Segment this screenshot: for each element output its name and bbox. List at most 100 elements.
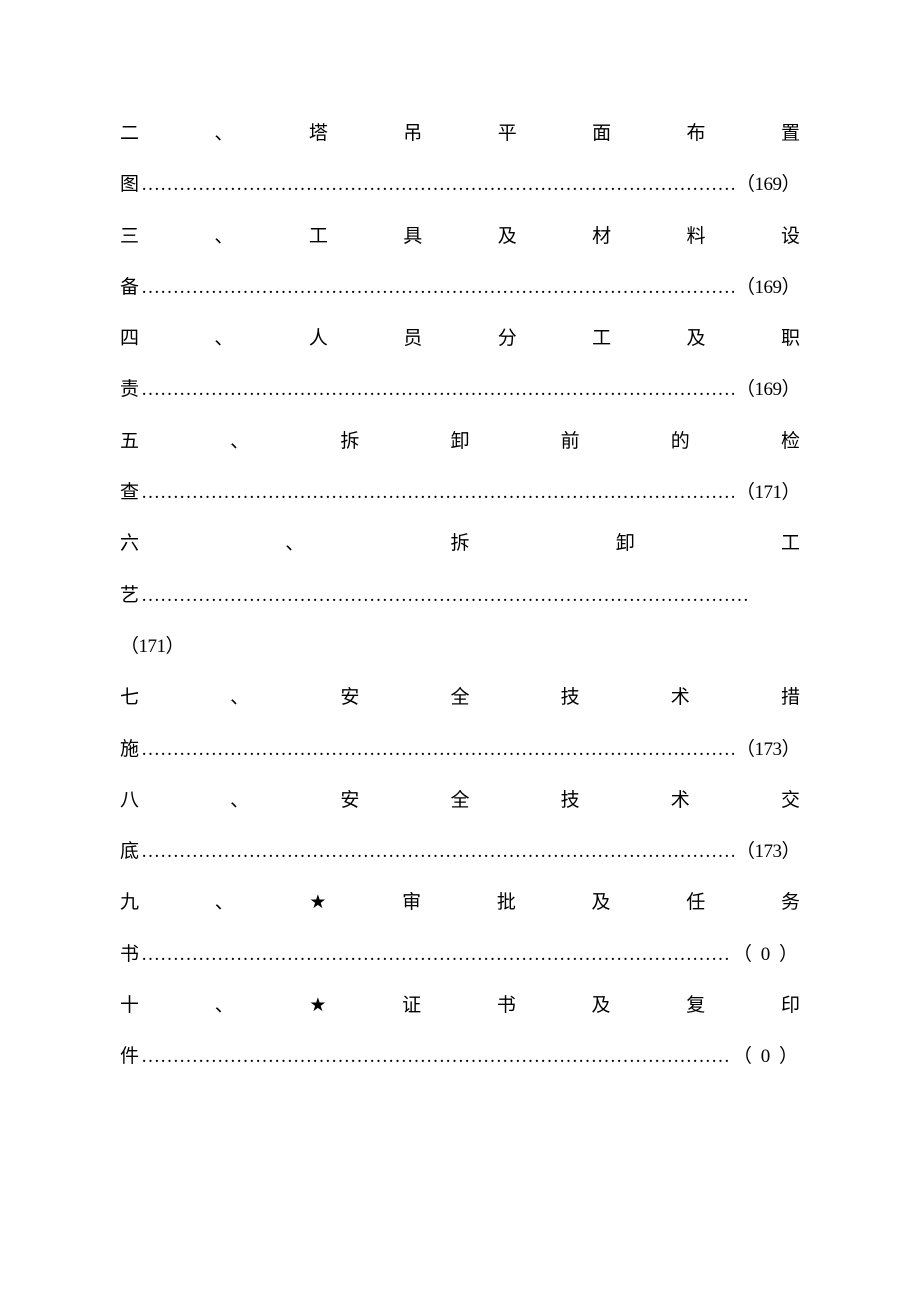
toc-dots: …………………………………………………………………………………… [141,826,734,877]
toc-title-char: 、 [214,211,233,262]
toc-title-char: 的 [671,416,690,467]
toc-entry: 十、★证书及复印件…………………………………………………………………………………… [120,980,800,1083]
toc-last-char: 艺 [120,570,139,621]
toc-title-line: 三、工具及材料设 [120,211,800,262]
toc-title-char: 及 [687,313,706,364]
toc-title-char: 任 [686,877,705,928]
toc-dots: …………………………………………………………………………………… [141,929,731,980]
toc-entry: 三、工具及材料设备…………………………………………………………………………………… [120,211,800,314]
toc-title-char: 五 [120,416,139,467]
toc-last-char: 底 [120,826,139,877]
toc-title-line: 五 、 拆 卸 前 的 检 [120,416,800,467]
toc-title-char: 吊 [403,108,422,159]
toc-title-char: 卸 [616,518,635,569]
toc-title-char: 、 [230,672,249,723]
toc-dots-line: 艺…………………………………………………………………………………… [120,570,800,621]
toc-title-char: 三 [120,211,139,262]
toc-title-char: 及 [592,877,611,928]
toc-page-number: （ 0 ） [733,1031,800,1082]
toc-page-number: （169） [736,262,800,313]
toc-title-char: 术 [671,672,690,723]
toc-dots-line: 责……………………………………………………………………………………（169） [120,364,800,415]
toc-title-char: 术 [671,775,690,826]
toc-title-char: 技 [561,775,580,826]
toc-last-char: 图 [120,159,139,210]
toc-title-line: 九、★审批及任务 [120,877,800,928]
toc-dots: …………………………………………………………………………………… [141,570,798,621]
toc-title-char: 设 [781,211,800,262]
toc-title-line: 六 、 拆 卸 工 [120,518,800,569]
toc-last-char: 施 [120,724,139,775]
toc-title-char: 书 [497,980,516,1031]
toc-page-number: （ 0 ） [733,929,800,980]
toc-title-char: 全 [450,672,469,723]
toc-title-char: 、 [230,416,249,467]
toc-title-char: 平 [498,108,517,159]
toc-title-line: 七 、 安 全 技 术 措 [120,672,800,723]
toc-title-char: 审 [402,877,421,928]
toc-title-char: 十 [120,980,139,1031]
toc-page-number: （173） [736,826,800,877]
table-of-contents: 二、塔吊平面布置图…………………………………………………………………………………… [120,108,800,1083]
toc-title-char: 拆 [340,416,359,467]
toc-title-char: 具 [403,211,422,262]
toc-title-char: 职 [781,313,800,364]
toc-title-char: 四 [120,313,139,364]
toc-page-number: （173） [736,724,800,775]
toc-title-char: 交 [781,775,800,826]
toc-title-char: 工 [592,313,611,364]
toc-title-char: ★ [309,980,326,1031]
toc-title-char: 及 [498,211,517,262]
toc-title-char: 卸 [450,416,469,467]
toc-dots: …………………………………………………………………………………… [141,1031,731,1082]
toc-entry: 五、拆卸前的检查……………………………………………………………………………………… [120,416,800,519]
toc-title-char: 工 [309,211,328,262]
toc-title-char: 及 [592,980,611,1031]
toc-title-char: 技 [561,672,580,723]
toc-entry: 二、塔吊平面布置图…………………………………………………………………………………… [120,108,800,211]
toc-dots-line: 备……………………………………………………………………………………（169） [120,262,800,313]
toc-entry: 九、★审批及任务书…………………………………………………………………………………… [120,877,800,980]
toc-dots: …………………………………………………………………………………… [141,159,734,210]
toc-dots: …………………………………………………………………………………… [141,364,734,415]
toc-title-char: 务 [781,877,800,928]
toc-title-line: 八、安全技术交 [120,775,800,826]
toc-title-char: 证 [402,980,421,1031]
toc-entry: 四、人员分工及职责…………………………………………………………………………………… [120,313,800,416]
toc-title-char: 措 [781,672,800,723]
toc-dots-line: 件……………………………………………………………………………………（ 0 ） [120,1031,800,1082]
toc-title-char: 前 [561,416,580,467]
toc-title-char: 、 [214,313,233,364]
toc-title-char: 布 [687,108,706,159]
toc-last-char: 查 [120,467,139,518]
toc-title-char: 拆 [450,518,469,569]
toc-title-char: 六 [120,518,139,569]
toc-title-char: 、 [230,775,249,826]
toc-title-char: ★ [309,877,326,928]
toc-entry: 六、拆卸工艺……………………………………………………………………………………（1… [120,518,800,672]
toc-last-char: 备 [120,262,139,313]
toc-title-char: 塔 [309,108,328,159]
toc-dots-line: 底……………………………………………………………………………………（173） [120,826,800,877]
toc-dots: …………………………………………………………………………………… [141,262,734,313]
toc-title-char: 、 [285,518,304,569]
toc-title-char: 安 [340,672,359,723]
toc-page-number: （171） [736,467,800,518]
toc-title-char: 、 [214,108,233,159]
toc-title-char: 八 [120,775,139,826]
toc-page-number: （169） [736,159,800,210]
toc-title-char: 材 [592,211,611,262]
toc-title-char: 批 [497,877,516,928]
toc-title-char: 检 [781,416,800,467]
toc-entry: 七、安全技术措施……………………………………………………………………………………… [120,672,800,775]
toc-dots: …………………………………………………………………………………… [141,467,734,518]
toc-dots-line: 查……………………………………………………………………………………（171） [120,467,800,518]
toc-title-char: 复 [686,980,705,1031]
toc-dots-line: 图……………………………………………………………………………………（169） [120,159,800,210]
toc-last-char: 书 [120,929,139,980]
toc-title-char: 工 [781,518,800,569]
toc-title-char: 七 [120,672,139,723]
toc-title-char: 印 [781,980,800,1031]
toc-dots-line: 书……………………………………………………………………………………（ 0 ） [120,929,800,980]
toc-title-char: 分 [498,313,517,364]
